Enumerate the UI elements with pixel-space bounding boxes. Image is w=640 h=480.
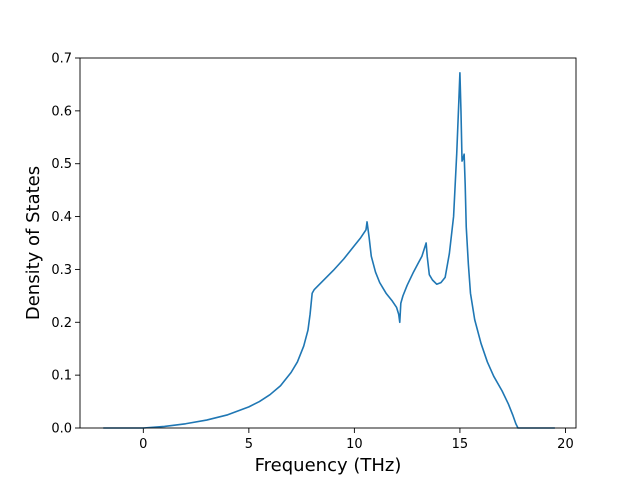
- y-tick-label: 0.4: [51, 210, 72, 225]
- x-tick-label: 20: [557, 437, 574, 452]
- x-tick-label: 0: [139, 437, 147, 452]
- y-tick-label: 0.1: [51, 369, 72, 384]
- plot-frame: [79, 57, 577, 429]
- x-tick-label: 15: [452, 437, 469, 452]
- y-tick-label: 0.2: [51, 316, 72, 331]
- series-line: [103, 72, 555, 429]
- y-tick-label: 0.3: [51, 263, 72, 278]
- y-tick-label: 0.5: [51, 157, 72, 172]
- y-tick-label: 0.6: [51, 104, 72, 119]
- x-axis-ticks: 0 5 10 15 20: [139, 428, 574, 452]
- x-tick-label: 10: [346, 437, 363, 452]
- x-axis-label: Frequency (THz): [255, 455, 402, 476]
- x-tick-label: 5: [245, 437, 253, 452]
- y-tick-label: 0.7: [51, 52, 72, 67]
- y-axis-label: Density of States: [23, 166, 44, 320]
- y-axis-ticks: 0.0 0.1 0.2 0.3 0.4 0.5 0.6 0.7: [51, 52, 80, 437]
- y-tick-label: 0.0: [51, 422, 72, 437]
